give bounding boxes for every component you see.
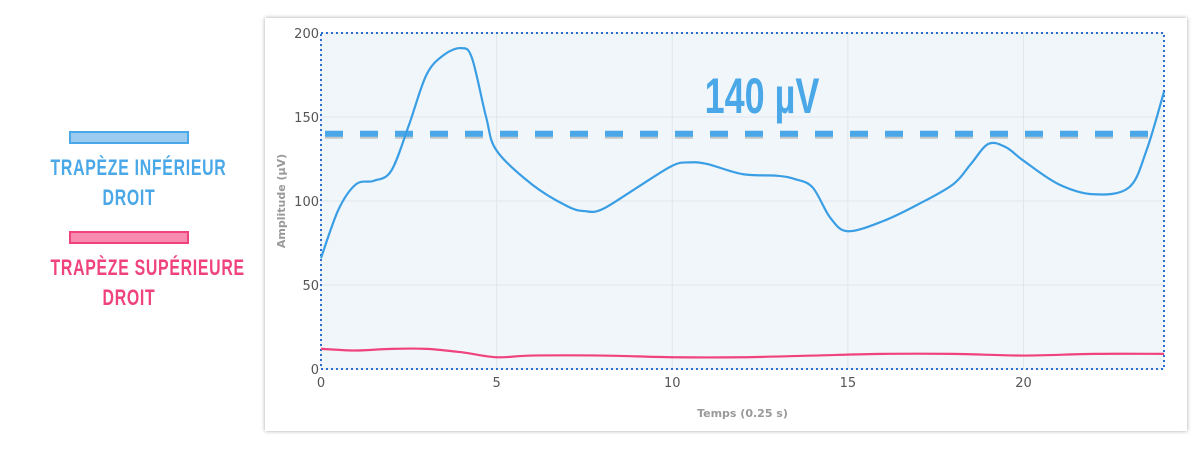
plot-border bbox=[320, 32, 1165, 370]
y-tick-label: 200 bbox=[294, 27, 319, 42]
x-tick-label: 15 bbox=[840, 376, 857, 391]
legend-swatch-1 bbox=[69, 131, 189, 144]
legend-item-1: TRAPÈZE INFÉRIEUR DROIT bbox=[20, 131, 238, 213]
legend-label-2b: DROIT bbox=[102, 285, 156, 310]
y-tick-label: 50 bbox=[302, 279, 319, 294]
x-tick-label: 10 bbox=[664, 376, 681, 391]
y-axis-label: Amplitude (µV) bbox=[275, 154, 288, 248]
y-tick-label: 100 bbox=[294, 195, 319, 210]
threshold-label: 140 µV bbox=[705, 69, 820, 124]
legend-label-1: TRAPÈZE INFÉRIEUR bbox=[50, 155, 227, 180]
series-line-2 bbox=[320, 347, 1165, 359]
series-line-1 bbox=[319, 46, 1166, 259]
y-tick-label: 0 bbox=[311, 363, 319, 378]
x-tick-label: 20 bbox=[1015, 376, 1032, 391]
legend-label-2: TRAPÈZE SUPÉRIEURE bbox=[50, 255, 245, 280]
chart-card: 0 5 10 15 20 0 50 100 150 200 Temps (0.25 s) Amplit… bbox=[265, 18, 1187, 431]
legend-swatch-2 bbox=[69, 231, 189, 244]
x-tick-label: 5 bbox=[492, 376, 500, 391]
y-tick-label: 150 bbox=[294, 111, 319, 126]
legend-item-2: TRAPÈZE SUPÉRIEURE DROIT bbox=[20, 231, 245, 313]
legend-label-1b: DROIT bbox=[102, 185, 156, 210]
x-axis-label: Temps (0.25 s) bbox=[697, 407, 788, 420]
x-tick-label: 0 bbox=[317, 376, 325, 391]
